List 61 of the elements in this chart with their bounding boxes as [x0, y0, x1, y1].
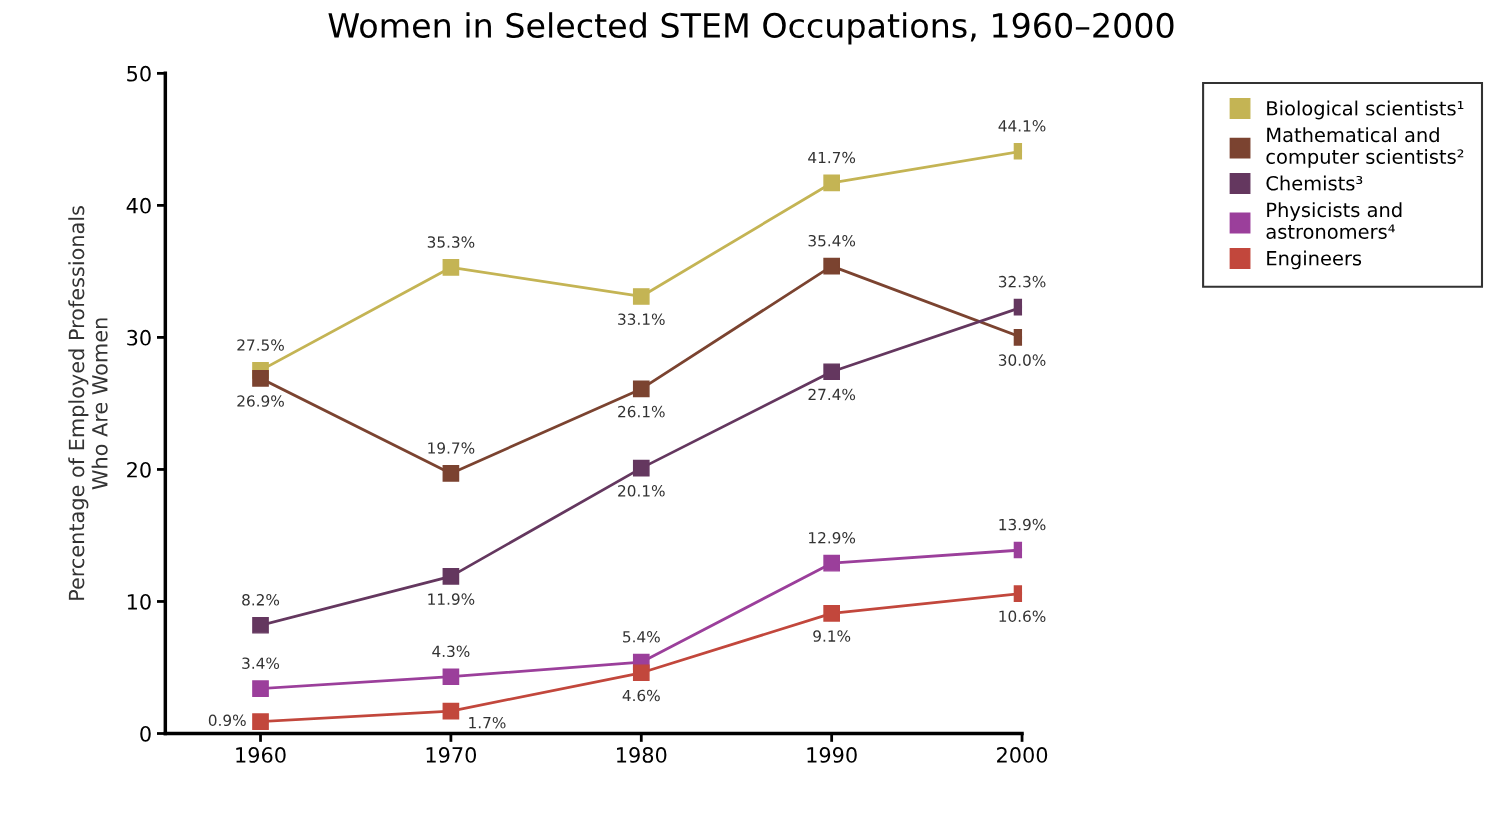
data-label: 11.9%: [428, 593, 475, 605]
data-label: 26.1%: [618, 405, 665, 418]
y-tick-label: 50: [127, 65, 151, 82]
x-tick-label: 1970: [426, 747, 477, 763]
data-label: 27.5%: [237, 339, 284, 351]
data-label: 4.3%: [432, 645, 470, 658]
data-label: 33.1%: [618, 313, 665, 325]
point: [823, 605, 840, 622]
point: [632, 459, 650, 477]
point: [252, 370, 269, 387]
x-tick-label: 1990: [807, 747, 857, 763]
legend-label: Chemists³: [1266, 175, 1363, 191]
y-tick-label: 10: [127, 593, 151, 610]
data-label: 35.4%: [808, 234, 856, 247]
data-label: 5.4%: [623, 631, 660, 643]
data-label: 27.4%: [808, 388, 856, 401]
point: [252, 680, 269, 697]
point: [823, 554, 840, 572]
data-label: 32.3%: [998, 275, 1046, 288]
data-label: 12.9%: [809, 532, 856, 544]
y-tick-label: 0: [140, 725, 151, 742]
data-label: 41.7%: [808, 151, 856, 164]
data-label: 20.1%: [618, 485, 665, 497]
data-label: 0.9%: [208, 714, 246, 727]
data-label: 30.0%: [998, 354, 1046, 366]
legend-label: Physicists and astronomers⁴: [1266, 202, 1402, 239]
data-label: 9.1%: [813, 630, 851, 642]
point: [252, 616, 269, 634]
legend-label: Engineers: [1267, 250, 1362, 270]
legend-label: Mathematical and computer scientists²: [1266, 127, 1464, 168]
point: [632, 664, 650, 682]
data-label: 1.7%: [469, 716, 506, 729]
point: [632, 380, 650, 398]
data-label: 13.9%: [999, 518, 1046, 531]
data-label: 3.4%: [242, 657, 280, 669]
x-tick-label: 1980: [617, 747, 667, 763]
data-label: 44.1%: [998, 120, 1046, 132]
point: [632, 288, 650, 305]
x-tick-label: 1960: [236, 747, 286, 763]
legend-label: Biological scientists¹: [1267, 100, 1464, 120]
x-tick-label: 2000: [997, 747, 1048, 763]
y-tick-label: 30: [127, 329, 151, 346]
point: [442, 668, 460, 686]
data-label: 4.6%: [622, 689, 660, 702]
point: [252, 713, 269, 730]
data-label: 26.9%: [237, 395, 284, 407]
y-tick-label: 40: [126, 197, 151, 214]
point: [442, 702, 460, 720]
point: [823, 257, 840, 275]
data-label: 10.6%: [999, 610, 1046, 623]
point: [442, 259, 460, 276]
point: [823, 363, 840, 381]
data-label: 8.2%: [242, 594, 280, 606]
y-tick-label: 20: [127, 461, 151, 478]
data-label: 19.7%: [428, 442, 475, 454]
point: [442, 568, 460, 585]
y-axis-title: Percentage of Employed Professionals Who Are Women: [68, 206, 108, 600]
chart-title: Women in Selected STEM Occupations, 1960–2000: [328, 12, 1174, 45]
data-label: 35.3%: [427, 236, 475, 248]
point: [823, 174, 840, 192]
point: [442, 465, 460, 482]
